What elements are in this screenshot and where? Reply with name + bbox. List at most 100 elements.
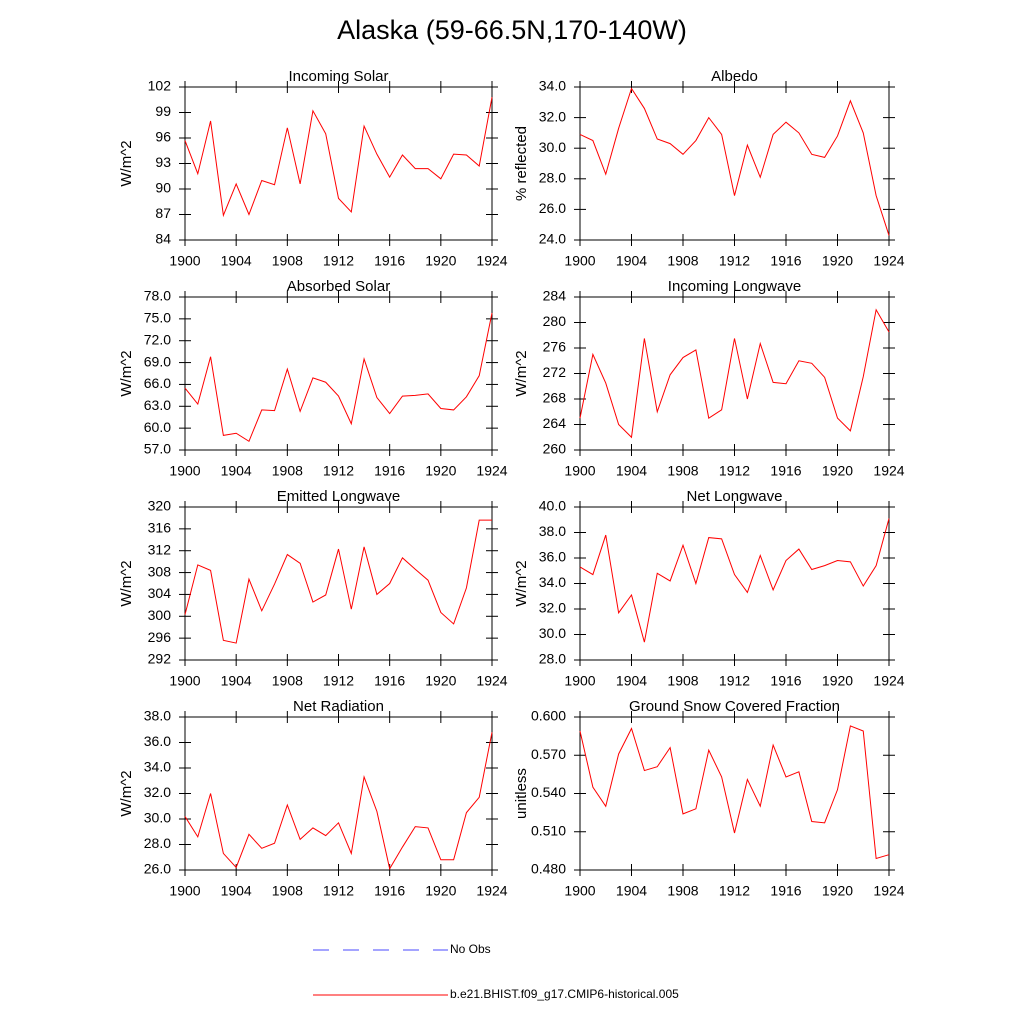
y-tick-label: 57.0 — [144, 441, 171, 457]
data-line — [579, 725, 890, 860]
x-tick-label: 1924 — [873, 883, 904, 899]
x-tick-label: 1908 — [272, 253, 303, 269]
y-axis-label: W/m^2 — [513, 350, 530, 396]
x-tick-label: 1920 — [822, 883, 853, 899]
y-tick-label: 316 — [148, 520, 172, 536]
x-tick-label: 1924 — [873, 673, 904, 689]
y-tick-label: 260 — [543, 441, 567, 457]
data-line — [579, 308, 890, 439]
x-tick-label: 1900 — [169, 673, 200, 689]
x-tick-label: 1900 — [564, 463, 595, 479]
x-tick-label: 1904 — [221, 463, 252, 479]
x-tick-label: 1916 — [374, 883, 405, 899]
x-tick-label: 1908 — [272, 673, 303, 689]
panel-title: Albedo — [711, 68, 758, 85]
y-tick-label: 0.570 — [531, 746, 566, 762]
plot-frame — [184, 296, 493, 451]
plot-frame — [579, 716, 890, 871]
y-axis-label: W/m^2 — [118, 560, 135, 606]
y-tick-label: 40.0 — [539, 498, 566, 514]
y-tick-label: 276 — [543, 339, 567, 355]
y-tick-label: 28.0 — [539, 651, 566, 667]
y-tick-label: 69.0 — [144, 353, 171, 369]
y-tick-label: 0.600 — [531, 708, 566, 724]
legend-label: b.e21.BHIST.f09_g17.CMIP6-historical.005 — [450, 987, 679, 1001]
y-tick-label: 300 — [148, 607, 172, 623]
y-tick-label: 0.540 — [531, 784, 566, 800]
x-tick-label: 1912 — [323, 883, 354, 899]
y-tick-label: 34.0 — [144, 759, 171, 775]
y-tick-label: 304 — [148, 585, 172, 601]
data-line — [184, 97, 493, 218]
y-axis-label: W/m^2 — [513, 560, 530, 606]
panel-title: Incoming Longwave — [668, 278, 801, 295]
x-tick-label: 1900 — [169, 883, 200, 899]
x-tick-label: 1924 — [873, 253, 904, 269]
x-tick-label: 1916 — [770, 463, 801, 479]
panel: Ground Snow Covered Fraction unitless 0.48… — [513, 698, 905, 899]
x-tick-label: 1916 — [770, 673, 801, 689]
y-tick-label: 36.0 — [539, 549, 566, 565]
x-tick-label: 1900 — [564, 253, 595, 269]
y-axis-label: W/m^2 — [118, 770, 135, 816]
panel: Net Longwave W/m^2 28.0 30.0 32.0 34.0 36.0 38.… — [513, 488, 905, 689]
y-axis-label: W/m^2 — [118, 350, 135, 396]
plot-frame — [579, 506, 890, 661]
y-axis-label: W/m^2 — [118, 140, 135, 186]
y-tick-label: 30.0 — [539, 625, 566, 641]
panel: Incoming Solar W/m^2 84 87 90 93 96 99 102 1900 19… — [118, 68, 508, 269]
x-tick-label: 1908 — [667, 463, 698, 479]
x-tick-label: 1912 — [719, 463, 750, 479]
y-tick-label: 32.0 — [539, 600, 566, 616]
y-tick-label: 34.0 — [539, 78, 566, 94]
x-tick-label: 1924 — [476, 253, 507, 269]
y-tick-label: 0.480 — [531, 861, 566, 877]
y-tick-label: 60.0 — [144, 419, 171, 435]
y-tick-label: 284 — [543, 288, 567, 304]
y-tick-label: 72.0 — [144, 331, 171, 347]
y-tick-label: 272 — [543, 364, 567, 380]
x-tick-label: 1920 — [822, 253, 853, 269]
y-tick-label: 36.0 — [144, 733, 171, 749]
panel: Emitted Longwave W/m^2 292 296 300 304 308 312 3… — [118, 488, 508, 689]
x-tick-label: 1904 — [616, 673, 647, 689]
data-line — [184, 312, 493, 442]
x-tick-label: 1908 — [272, 883, 303, 899]
plot-frame — [184, 506, 493, 661]
y-tick-label: 26.0 — [144, 861, 171, 877]
plot-frame — [579, 296, 890, 451]
y-tick-label: 292 — [148, 651, 172, 667]
y-tick-label: 296 — [148, 629, 172, 645]
panel-title: Incoming Solar — [288, 68, 388, 85]
y-tick-label: 93 — [155, 154, 171, 170]
y-tick-label: 28.0 — [539, 170, 566, 186]
x-tick-label: 1900 — [169, 463, 200, 479]
y-tick-label: 26.0 — [539, 200, 566, 216]
plot-frame — [184, 716, 493, 871]
x-tick-label: 1908 — [667, 883, 698, 899]
x-tick-label: 1920 — [425, 463, 456, 479]
y-axis-label: % reflected — [513, 126, 530, 201]
y-tick-label: 268 — [543, 390, 567, 406]
x-tick-label: 1920 — [822, 673, 853, 689]
y-tick-label: 87 — [155, 205, 171, 221]
x-tick-label: 1920 — [425, 253, 456, 269]
y-tick-label: 102 — [148, 78, 172, 94]
y-axis-label: unitless — [513, 768, 530, 819]
panel-title: Net Longwave — [687, 488, 783, 505]
data-line — [579, 87, 890, 236]
y-tick-label: 32.0 — [539, 108, 566, 124]
x-tick-label: 1900 — [564, 883, 595, 899]
panel: Albedo % reflected 24.0 26.0 28.0 30.0 32.0 34.… — [513, 68, 905, 269]
x-tick-label: 1904 — [616, 463, 647, 479]
x-tick-label: 1904 — [221, 673, 252, 689]
x-tick-label: 1924 — [476, 883, 507, 899]
x-tick-label: 1912 — [323, 253, 354, 269]
x-tick-label: 1912 — [323, 463, 354, 479]
y-tick-label: 30.0 — [539, 139, 566, 155]
x-tick-label: 1916 — [374, 253, 405, 269]
y-tick-label: 38.0 — [539, 523, 566, 539]
legend-label: No Obs — [450, 942, 491, 956]
x-tick-label: 1904 — [221, 253, 252, 269]
